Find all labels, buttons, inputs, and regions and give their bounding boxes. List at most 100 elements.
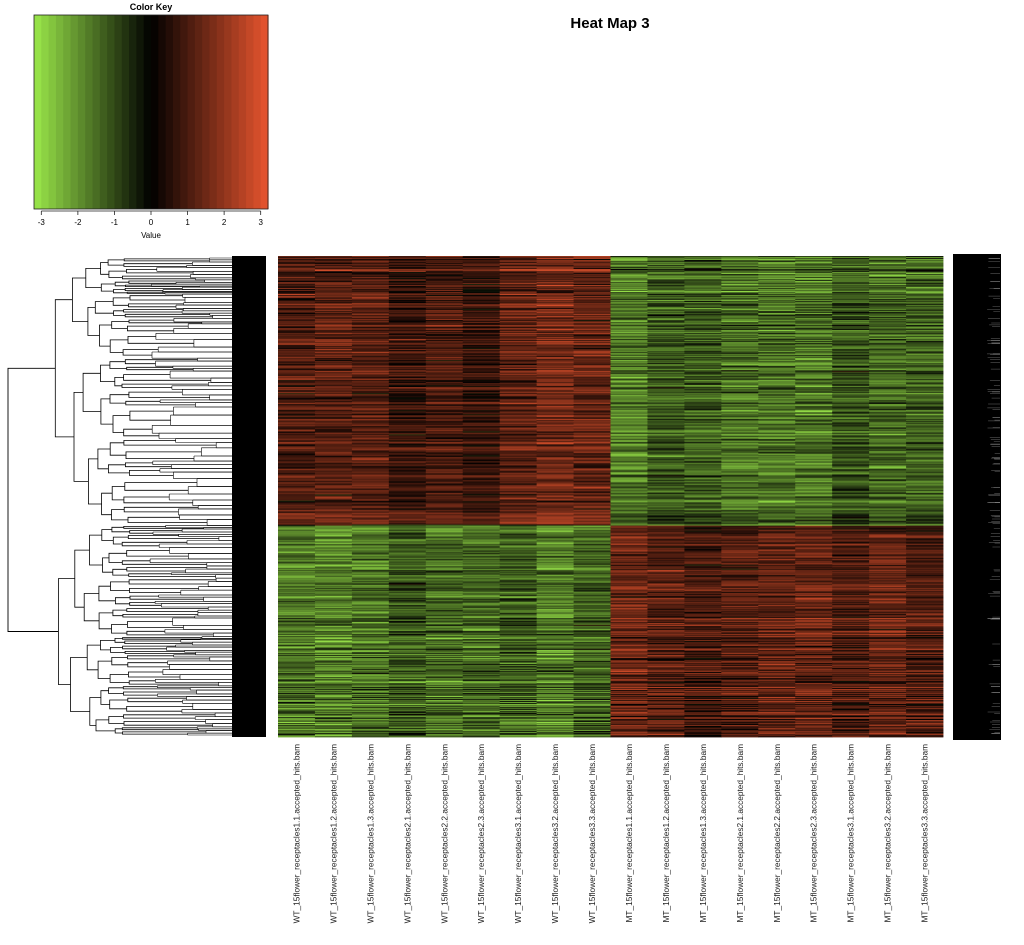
- heatmap-cell: [795, 429, 833, 431]
- heatmap-cell: [314, 292, 353, 294]
- heatmap-cell: [832, 419, 870, 421]
- heatmap-cell: [425, 448, 464, 450]
- heatmap-cell: [499, 516, 538, 518]
- heatmap-cell: [832, 449, 870, 451]
- heatmap-cell: [462, 329, 501, 331]
- heatmap-cell: [610, 355, 648, 357]
- heatmap-cell: [832, 261, 870, 263]
- heatmap-cell: [499, 295, 538, 297]
- heatmap-cell: [536, 421, 574, 423]
- heatmap-cell: [906, 459, 944, 461]
- heatmap-cell: [278, 490, 316, 492]
- heatmap-cell: [314, 504, 353, 506]
- chart-title: Heat Map 3: [570, 15, 649, 32]
- heatmap-cell: [314, 333, 353, 335]
- heatmap-cell: [573, 324, 611, 326]
- heatmap-cell: [278, 507, 316, 509]
- heatmap-cell: [314, 398, 353, 400]
- heatmap-cell: [647, 313, 685, 315]
- heatmap-cell: [425, 434, 464, 436]
- heatmap-cell: [351, 451, 390, 453]
- heatmap-cell: [721, 333, 759, 335]
- heatmap-cell: [647, 482, 685, 484]
- dendrogram-branch: [122, 637, 202, 640]
- color-key-frame: [33, 14, 269, 210]
- heatmap-cell: [795, 469, 833, 471]
- heatmap-cell: [573, 476, 611, 478]
- dendrogram-branch: [109, 339, 128, 353]
- heatmap-cell: [351, 410, 390, 412]
- heatmap-cell: [536, 513, 574, 515]
- heatmap-cell: [684, 364, 722, 366]
- heatmap-cell: [314, 368, 353, 370]
- heatmap-cell: [573, 397, 611, 399]
- heatmap-cell: [758, 356, 796, 358]
- heatmap-cell: [314, 355, 353, 357]
- heatmap-cell: [647, 474, 685, 476]
- heatmap-cell: [610, 359, 648, 361]
- heatmap-cell: [906, 388, 944, 390]
- heatmap-cell: [314, 448, 353, 450]
- heatmap-cell: [647, 270, 685, 272]
- heatmap-cell: [906, 360, 944, 362]
- heatmap-cell: [278, 260, 316, 262]
- heatmap-cell: [499, 466, 538, 468]
- heatmap-cell: [573, 343, 611, 345]
- heatmap-cell: [573, 422, 611, 424]
- heatmap-cell: [278, 383, 316, 385]
- heatmap-cell: [536, 451, 574, 453]
- heatmap-cell: [573, 259, 611, 261]
- heatmap-cell: [758, 262, 796, 264]
- heatmap-cell: [536, 442, 574, 444]
- heatmap-cell: [536, 341, 574, 343]
- heatmap-cell: [314, 323, 353, 325]
- heatmap-cell: [610, 304, 648, 306]
- heatmap-cell: [351, 475, 390, 477]
- heatmap-cell: [278, 369, 316, 371]
- heatmap-cell: [351, 295, 390, 297]
- heatmap-cell: [314, 408, 353, 410]
- heatmap-cell: [647, 339, 685, 341]
- heatmap-cell: [721, 511, 759, 513]
- heatmap-cell: [278, 291, 316, 293]
- heatmap-cell: [610, 471, 648, 473]
- heatmap-cell: [869, 485, 907, 487]
- heatmap-cell: [906, 259, 944, 261]
- heatmap-cell: [462, 284, 501, 286]
- heatmap-cell: [610, 393, 648, 395]
- heatmap-cell: [795, 496, 833, 498]
- heatmap-cell: [906, 508, 944, 510]
- heatmap-cell: [647, 433, 685, 435]
- heatmap-cell: [758, 510, 796, 512]
- heatmap-cell: [314, 465, 353, 467]
- heatmap-cell: [573, 341, 611, 343]
- heatmap-cell: [314, 491, 353, 493]
- heatmap-cell: [795, 439, 833, 441]
- heatmap-cell: [869, 310, 907, 312]
- heatmap-cell: [536, 356, 574, 358]
- heatmap-cell: [684, 318, 722, 320]
- heatmap-cell: [758, 358, 796, 360]
- heatmap-cell: [795, 348, 833, 350]
- heatmap-cell: [314, 487, 353, 489]
- heatmap-cell: [906, 464, 944, 466]
- heatmap-cell: [869, 438, 907, 440]
- heatmap-cell: [684, 339, 722, 341]
- heatmap-cell: [425, 379, 464, 381]
- heatmap-cell: [351, 507, 390, 509]
- heatmap-cell: [351, 258, 390, 260]
- heatmap-cell: [758, 454, 796, 456]
- heatmap-cell: [758, 365, 796, 367]
- heatmap-cell: [758, 351, 796, 353]
- heatmap-cell: [610, 279, 648, 281]
- heatmap-cell: [758, 509, 796, 511]
- heatmap-cell: [499, 327, 538, 329]
- heatmap-cell: [499, 378, 538, 380]
- heatmap-cell: [647, 292, 685, 294]
- heatmap-cell: [388, 302, 427, 304]
- heatmap-cell: [832, 331, 870, 333]
- heatmap-cell: [906, 449, 944, 451]
- heatmap-cell: [869, 508, 907, 510]
- heatmap-cell: [351, 396, 390, 398]
- heatmap-cell: [536, 284, 574, 286]
